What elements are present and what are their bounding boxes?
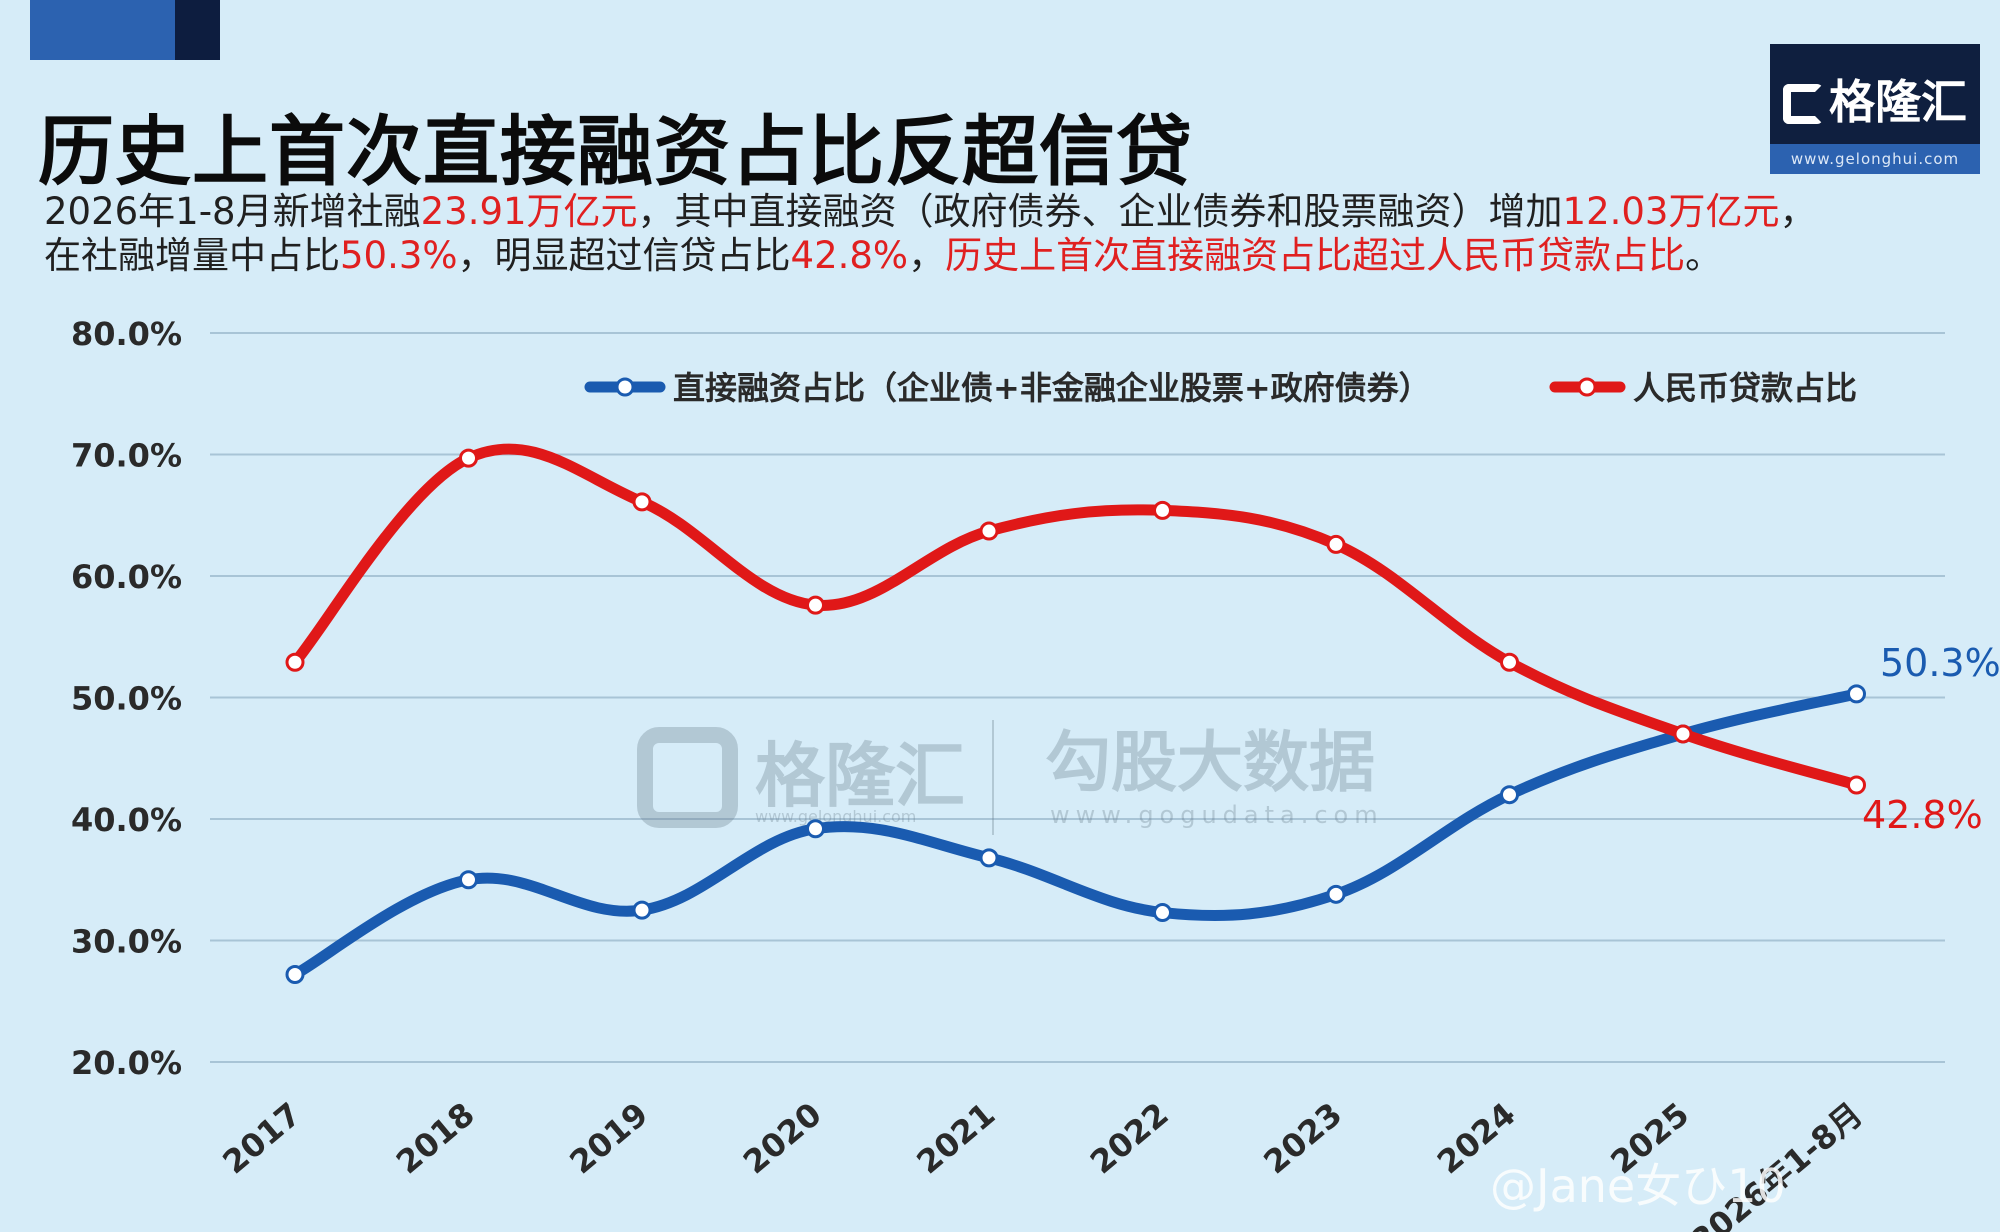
y-tick-label: 60.0%	[71, 558, 182, 596]
brand-logo: 格隆汇 www.gelonghui.com	[1770, 44, 1980, 174]
data-point	[806, 595, 825, 615]
data-point	[1153, 903, 1172, 923]
data-point	[1326, 534, 1346, 554]
label-layer: 50.3% 42.8%	[1862, 641, 2000, 837]
logo-text: 格隆汇	[1829, 75, 1967, 129]
subtitle-line-2: 在社融增量中占比50.3%，明显超过信贷占比42.8%，历史上首次直接融资占比超…	[44, 234, 1974, 278]
y-tick-label: 80.0%	[71, 315, 182, 353]
end-label-direct-financing: 50.3%	[1880, 641, 2000, 685]
subtitle-text: 2026年1-8月新增社融	[44, 190, 421, 233]
subtitle-text: 。	[1685, 234, 1723, 277]
data-point	[632, 492, 652, 512]
y-tick-label: 20.0%	[71, 1044, 182, 1082]
subtitle-text: ，其中直接融资（政府债券、企业债券和股票融资）增加	[637, 190, 1563, 233]
subtitle-text: ，明显超过信贷占比	[457, 234, 791, 277]
data-point	[285, 652, 305, 672]
legend-label-rmb-loans: 人民币贷款占比	[1633, 369, 1857, 407]
x-tick-label: 2021	[909, 1095, 1002, 1181]
subtitle-highlight: 历史上首次直接融资占比超过人民币贷款占比	[945, 234, 1686, 277]
x-tick-label: 2018	[389, 1095, 482, 1181]
data-point	[979, 521, 999, 541]
y-tick-label: 30.0%	[71, 923, 182, 961]
legend: 直接融资占比（企业债+非金融企业股票+政府债券） 人民币贷款占比	[584, 369, 1857, 407]
data-point	[1500, 785, 1519, 805]
y-tick-label: 70.0%	[71, 437, 182, 475]
data-point	[459, 870, 478, 890]
series-line-direct-financing	[289, 688, 1862, 981]
header-accent-blue	[30, 0, 175, 60]
x-tick-label: 2022	[1083, 1095, 1176, 1181]
data-point	[632, 900, 652, 920]
series-line-rmb-loans	[289, 443, 1862, 791]
data-point	[285, 965, 305, 985]
x-tick-label: 2020	[736, 1095, 829, 1181]
logo-g-icon	[1783, 84, 1823, 124]
data-point	[1153, 500, 1172, 520]
legend-marker	[615, 377, 635, 397]
data-point	[806, 819, 825, 839]
grid-layer: 80.0% 70.0% 60.0% 50.0% 40.0% 30.0% 20.0% 2017 2…	[71, 315, 1945, 1232]
subtitle-text: ，	[908, 234, 946, 277]
logo-url: www.gelonghui.com	[1770, 144, 1980, 174]
watermark-brand: 格隆汇	[755, 735, 965, 817]
subtitle-line-1: 2026年1-8月新增社融23.91万亿元，其中直接融资（政府债券、企业债券和股…	[44, 190, 1974, 234]
y-tick-label: 50.0%	[71, 680, 182, 718]
subtitle-highlight: 50.3%	[340, 234, 458, 277]
header-accent-dark	[175, 0, 220, 60]
data-point	[979, 848, 999, 868]
subtitle-highlight: 12.03万亿元	[1562, 190, 1780, 233]
data-point	[1847, 775, 1866, 795]
x-tick-label: 2019	[562, 1095, 655, 1181]
subtitle-highlight: 23.91万亿元	[420, 190, 638, 233]
subtitle-text: ，	[1779, 190, 1817, 233]
chart-subtitle: 2026年1-8月新增社融23.91万亿元，其中直接融资（政府债券、企业债券和股…	[44, 190, 1974, 278]
page-title: 历史上首次直接融资占比反超信贷	[38, 107, 1193, 196]
series-layer	[285, 443, 1866, 985]
watermark-source: 勾股大数据	[1045, 724, 1375, 801]
x-tick-label: 2017	[215, 1095, 308, 1181]
data-point	[1500, 652, 1519, 672]
data-point	[1673, 724, 1693, 744]
watermark-brand-url: www.gelonghui.com	[755, 807, 916, 826]
legend-marker	[1577, 377, 1597, 397]
legend-label-direct-financing: 直接融资占比（企业债+非金融企业股票+政府债券）	[673, 369, 1431, 407]
data-point	[1847, 684, 1866, 704]
subtitle-text: 在社融增量中占比	[44, 234, 340, 277]
subtitle-highlight: 42.8%	[790, 234, 909, 277]
y-tick-label: 40.0%	[71, 801, 182, 839]
data-point	[459, 448, 478, 468]
weibo-watermark: @Jane女ひ10	[1490, 1159, 1786, 1213]
watermark-source-url: www.gogudata.com	[1050, 801, 1384, 829]
watermark-g-icon	[637, 727, 738, 828]
x-tick-label: 2023	[1256, 1095, 1349, 1181]
end-label-rmb-loans: 42.8%	[1862, 793, 1983, 837]
data-point	[1326, 884, 1346, 904]
